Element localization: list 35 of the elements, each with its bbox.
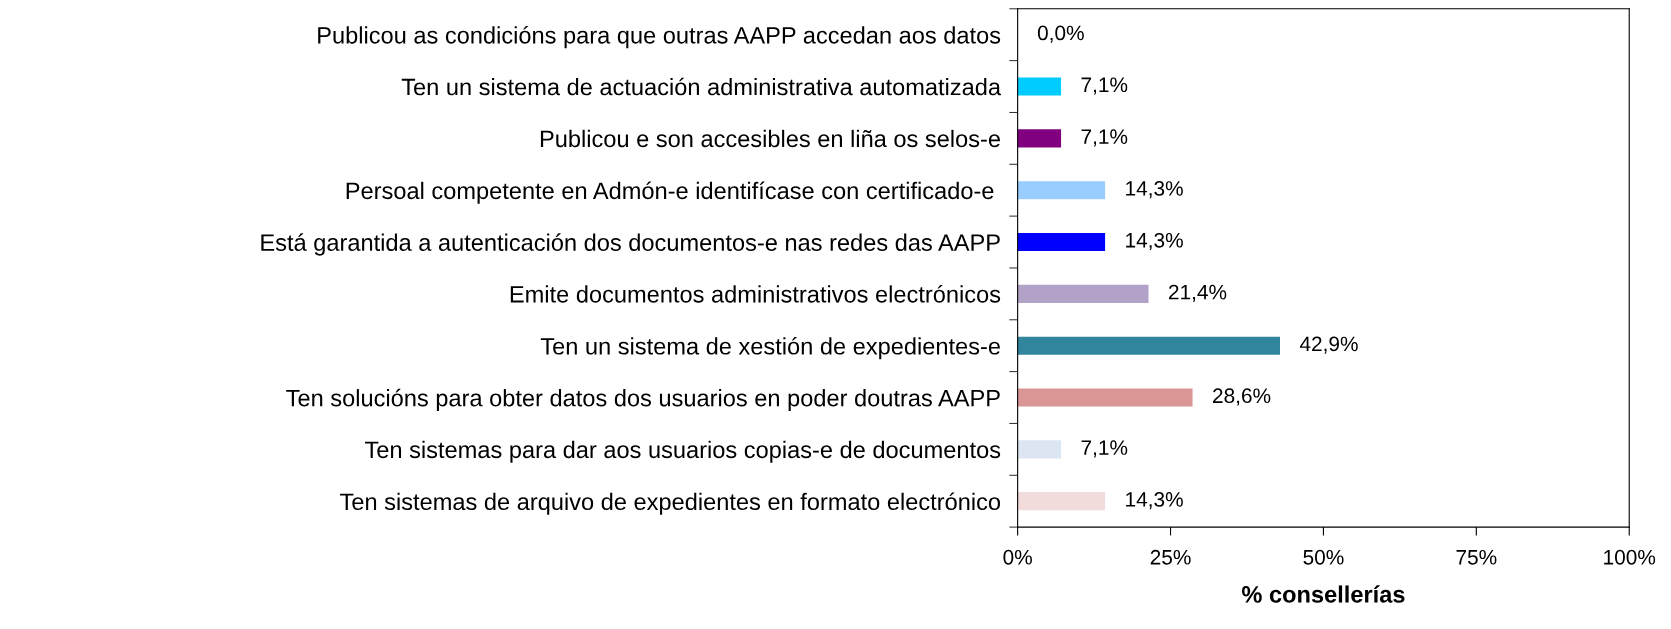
y-tick-label: Publicou as condicións para que outras AAPP accedan aos datos <box>318 26 1001 49</box>
data-label: 7,1% <box>1081 440 1128 458</box>
data-label: 21,4% <box>1169 284 1227 302</box>
x-tick-label: 50% <box>1303 549 1344 565</box>
bar <box>1017 492 1106 511</box>
bar <box>1017 77 1062 96</box>
x-tick-label: 75% <box>1456 549 1497 565</box>
y-tick-label: Publicou e son accesibles en liña os selos-e <box>540 129 1000 148</box>
data-label: 7,1% <box>1081 77 1128 95</box>
y-tick-label: Persoal competente en Admón-e identifícase con certificado-e <box>346 181 994 204</box>
data-label: 28,6% <box>1213 388 1271 406</box>
bar <box>1017 129 1062 148</box>
bar <box>1017 440 1062 459</box>
x-tick-label: 25% <box>1150 549 1191 565</box>
bar <box>1017 181 1106 200</box>
y-tick-label: Ten un sistema de xestión de expedientes-e <box>540 337 1000 360</box>
data-label: 14,3% <box>1126 181 1183 199</box>
x-axis-title: % consellerías <box>1242 585 1405 603</box>
bar <box>1017 284 1149 303</box>
y-tick-label: Ten sistemas para dar aos usuarios copias-e de documentos <box>365 440 1001 463</box>
data-label: 7,1% <box>1081 129 1128 147</box>
y-tick-label: Emite documentos administrativos electrónicos <box>510 285 1001 303</box>
bar <box>1017 232 1106 252</box>
x-tick-label: 0% <box>1003 549 1032 565</box>
data-label: 42,9% <box>1299 336 1358 354</box>
bar <box>1017 336 1281 355</box>
data-label: 0,0% <box>1037 25 1084 43</box>
y-tick-label: Está garantida a autenticación dos documentos-e nas redes das AAPP <box>261 233 1000 256</box>
y-tick-label: Ten sistemas de arquivo de expedientes en formato electrónico <box>340 492 1001 515</box>
data-label: 14,3% <box>1126 232 1183 251</box>
y-tick-label: Ten un sistema de actuación administrativa automatizada <box>401 77 1002 96</box>
x-tick-label: 100% <box>1604 549 1656 565</box>
data-label: 14,3% <box>1126 492 1183 510</box>
y-tick-label: Ten solucións para obter datos dos usuarios en poder doutras AAPP <box>286 388 1000 412</box>
bar <box>1017 388 1193 407</box>
